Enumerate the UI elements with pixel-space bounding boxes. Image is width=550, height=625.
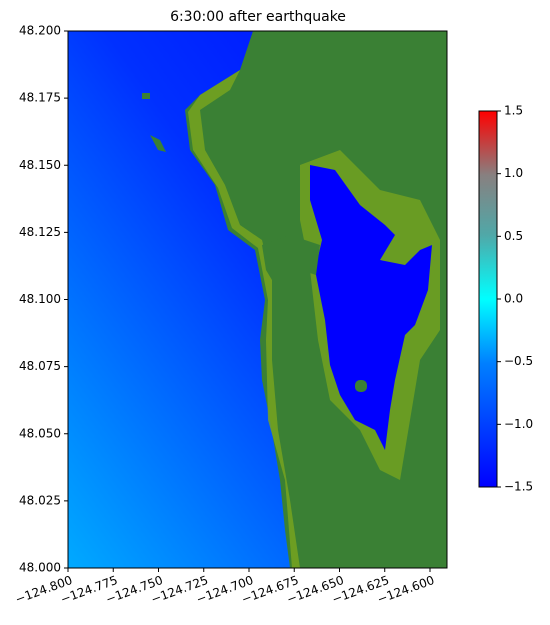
y-tick-label: 48.150	[19, 158, 61, 172]
y-tick-label: 48.100	[19, 292, 61, 306]
islet	[150, 135, 166, 152]
colorbar-tick-label: 1.5	[504, 104, 523, 118]
y-tick-label: 48.075	[19, 359, 61, 373]
colorbar-tick-label: −1.5	[504, 480, 533, 494]
islet	[355, 380, 367, 392]
colorbar-tick-label: −1.0	[504, 417, 533, 431]
bay-water	[310, 165, 432, 450]
colorbar-tick-label: 0.5	[504, 229, 523, 243]
shallows	[188, 70, 300, 568]
land-spit	[262, 235, 320, 285]
colorbar-tick-label: −0.5	[504, 354, 533, 368]
y-tick-label: 48.125	[19, 225, 61, 239]
chart-title: 6:30:00 after earthquake	[170, 9, 346, 25]
colorbar	[478, 110, 498, 488]
colorbar-tick-label: 1.0	[504, 166, 523, 180]
colorbar-tick-label: 0.0	[504, 292, 523, 306]
map-field	[68, 31, 447, 568]
y-tick-label: 48.000	[19, 561, 61, 575]
y-tick-label: 48.175	[19, 91, 61, 105]
islet	[142, 93, 150, 99]
y-tick-label: 48.025	[19, 493, 61, 507]
y-tick-label: 48.050	[19, 426, 61, 440]
y-tick-label: 48.200	[19, 24, 61, 38]
